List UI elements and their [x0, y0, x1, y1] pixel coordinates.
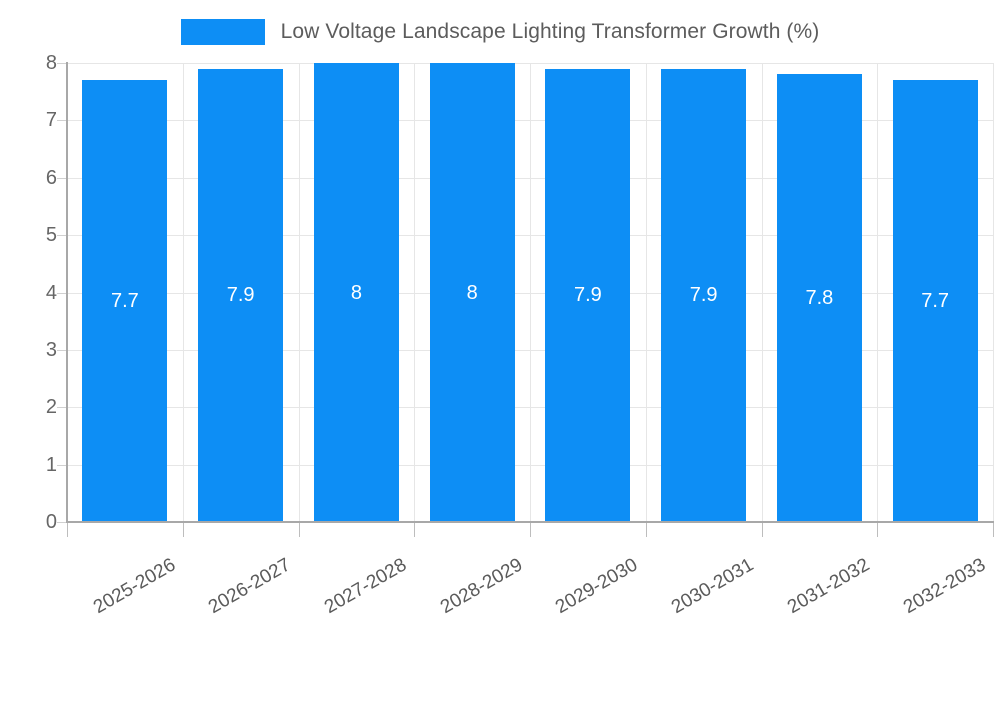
bar-value-label: 7.9	[689, 284, 718, 307]
x-tick-mark	[67, 523, 68, 537]
y-tick-label: 4	[45, 281, 57, 304]
y-tick-mark	[57, 177, 66, 179]
x-tick-mark	[530, 523, 531, 537]
x-tick-mark	[877, 523, 878, 537]
y-tick-mark	[57, 349, 66, 351]
gridline-vertical	[183, 63, 184, 522]
y-tick-label: 6	[45, 166, 57, 189]
x-tick-label: 2030-2031	[668, 554, 758, 619]
bar[interactable]: 7.7	[82, 80, 168, 522]
bar-value-label: 7.9	[226, 284, 255, 307]
bar[interactable]: 7.9	[545, 68, 631, 522]
y-tick-mark	[57, 292, 66, 294]
y-tick-label: 5	[45, 224, 57, 247]
y-tick-mark	[57, 464, 66, 466]
y-tick-mark	[57, 522, 66, 523]
bar[interactable]: 8	[313, 63, 399, 522]
y-tick-label: 7	[45, 109, 57, 132]
y-axis-ticks: 0 1 2 3 4 5 6 7 8	[0, 0, 66, 600]
y-tick-label: 2	[45, 396, 57, 419]
y-tick-label: 3	[45, 338, 57, 361]
x-tick-mark	[183, 523, 184, 537]
legend-color-swatch[interactable]	[180, 19, 265, 45]
bar[interactable]: 8	[429, 63, 515, 522]
x-tick-label: 2029-2030	[552, 554, 642, 619]
gridline-vertical	[299, 63, 300, 522]
y-tick-label: 1	[45, 453, 57, 476]
x-tick-label: 2032-2033	[899, 554, 989, 619]
x-tick-mark	[299, 523, 300, 537]
x-tick-mark	[762, 523, 763, 537]
bar-chart: Low Voltage Landscape Lighting Transform…	[0, 0, 1000, 619]
bar-value-label: 7.7	[921, 290, 950, 313]
y-tick-mark	[57, 120, 66, 122]
gridline-vertical	[530, 63, 531, 522]
bar[interactable]: 7.8	[776, 74, 862, 522]
gridline-vertical	[993, 63, 994, 522]
bar[interactable]: 7.7	[892, 80, 978, 522]
plot-area: 7.7 7.9 8 8 7.9 7.9 7.8 7.7	[67, 63, 994, 523]
y-tick-mark	[57, 63, 66, 64]
chart-legend: Low Voltage Landscape Lighting Transform…	[0, 14, 1000, 50]
bar-value-label: 7.8	[805, 287, 834, 310]
x-tick-label: 2027-2028	[321, 554, 411, 619]
x-axis-line	[66, 521, 994, 523]
gridline-vertical	[762, 63, 763, 522]
y-axis-line	[66, 62, 68, 523]
legend-label: Low Voltage Landscape Lighting Transform…	[280, 20, 820, 43]
x-tick-mark	[993, 523, 994, 537]
x-tick-label: 2031-2032	[784, 554, 874, 619]
y-tick-mark	[57, 235, 66, 237]
y-tick-label: 0	[45, 511, 57, 533]
bar-series: 7.7 7.9 8 8 7.9 7.9 7.8 7.7	[67, 63, 993, 522]
x-tick-label: 2026-2027	[205, 554, 295, 619]
bar-value-label: 8	[350, 281, 362, 304]
gridline-vertical	[646, 63, 647, 522]
x-tick-mark	[646, 523, 647, 537]
bar[interactable]: 7.9	[198, 68, 284, 522]
gridline-vertical	[414, 63, 415, 522]
bar-value-label: 7.9	[573, 284, 602, 307]
x-tick-mark	[414, 523, 415, 537]
y-tick-label: 8	[45, 52, 57, 74]
gridline-vertical	[877, 63, 878, 522]
bar-value-label: 7.7	[110, 290, 139, 313]
bar-value-label: 8	[466, 281, 478, 304]
y-tick-mark	[57, 407, 66, 409]
bar[interactable]: 7.9	[661, 68, 747, 522]
x-tick-label: 2028-2029	[436, 554, 526, 619]
